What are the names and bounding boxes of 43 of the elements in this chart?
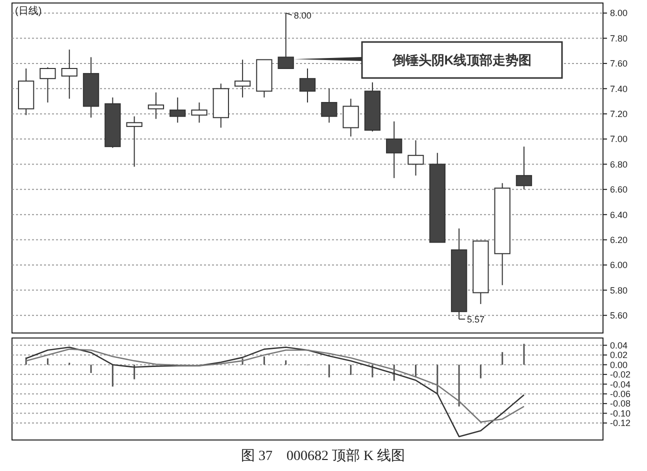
candlestick: [342, 98, 359, 138]
candlestick: [278, 12, 294, 69]
caption: 图 37 000682 顶部 K 线图: [240, 448, 406, 464]
y-tick-label: 6.20: [610, 234, 628, 245]
y-tick-label: 5.80: [610, 285, 628, 296]
candlestick: [170, 96, 186, 124]
y-tick-label: 7.60: [610, 58, 628, 69]
y-tick-label: 6.60: [610, 184, 628, 195]
y-tick-label: -0.08: [610, 398, 631, 409]
annotation: 8.00: [294, 10, 312, 20]
y-tick-label: 6.40: [610, 210, 628, 220]
y-tick-label: 7.80: [610, 33, 628, 44]
y-tick-label: 0.00: [610, 360, 628, 370]
candlestick: [61, 49, 78, 100]
y-tick-label: -0.12: [610, 418, 631, 428]
candlestick: [234, 59, 251, 98]
y-tick-label: 7.00: [610, 134, 628, 144]
y-tick-label: 0.04: [610, 340, 628, 350]
y-tick-label: -0.02: [610, 370, 631, 380]
line-series: [25, 348, 525, 423]
y-tick-label: 6.80: [610, 159, 628, 170]
candlestick: [299, 68, 316, 104]
y-tick-label: -0.04: [610, 379, 631, 390]
candlestick: [408, 140, 424, 176]
candlestick: [40, 66, 56, 104]
candlestick: [191, 102, 208, 124]
chart-title: (日线): [15, 5, 42, 17]
annotation: 5.57: [467, 314, 485, 324]
y-tick-label: 8.00: [610, 8, 628, 18]
y-tick-label: 5.60: [610, 310, 628, 321]
y-tick-label: 7.40: [610, 84, 628, 94]
y-tick-label: -0.06: [610, 389, 631, 400]
candlestick: [126, 116, 142, 168]
annotation: 倒锤头阴K线顶部走势图: [391, 52, 532, 68]
candlestick: [516, 146, 532, 190]
candlestick: [148, 92, 164, 120]
y-tick-label: 0.02: [610, 350, 628, 360]
line-series: [25, 346, 525, 438]
y-tick-label: 7.20: [610, 108, 628, 119]
candlestick: [321, 88, 338, 124]
candlestick: [386, 120, 402, 179]
y-tick-label: -0.10: [610, 408, 631, 418]
y-tick-label: 6.00: [610, 260, 628, 270]
